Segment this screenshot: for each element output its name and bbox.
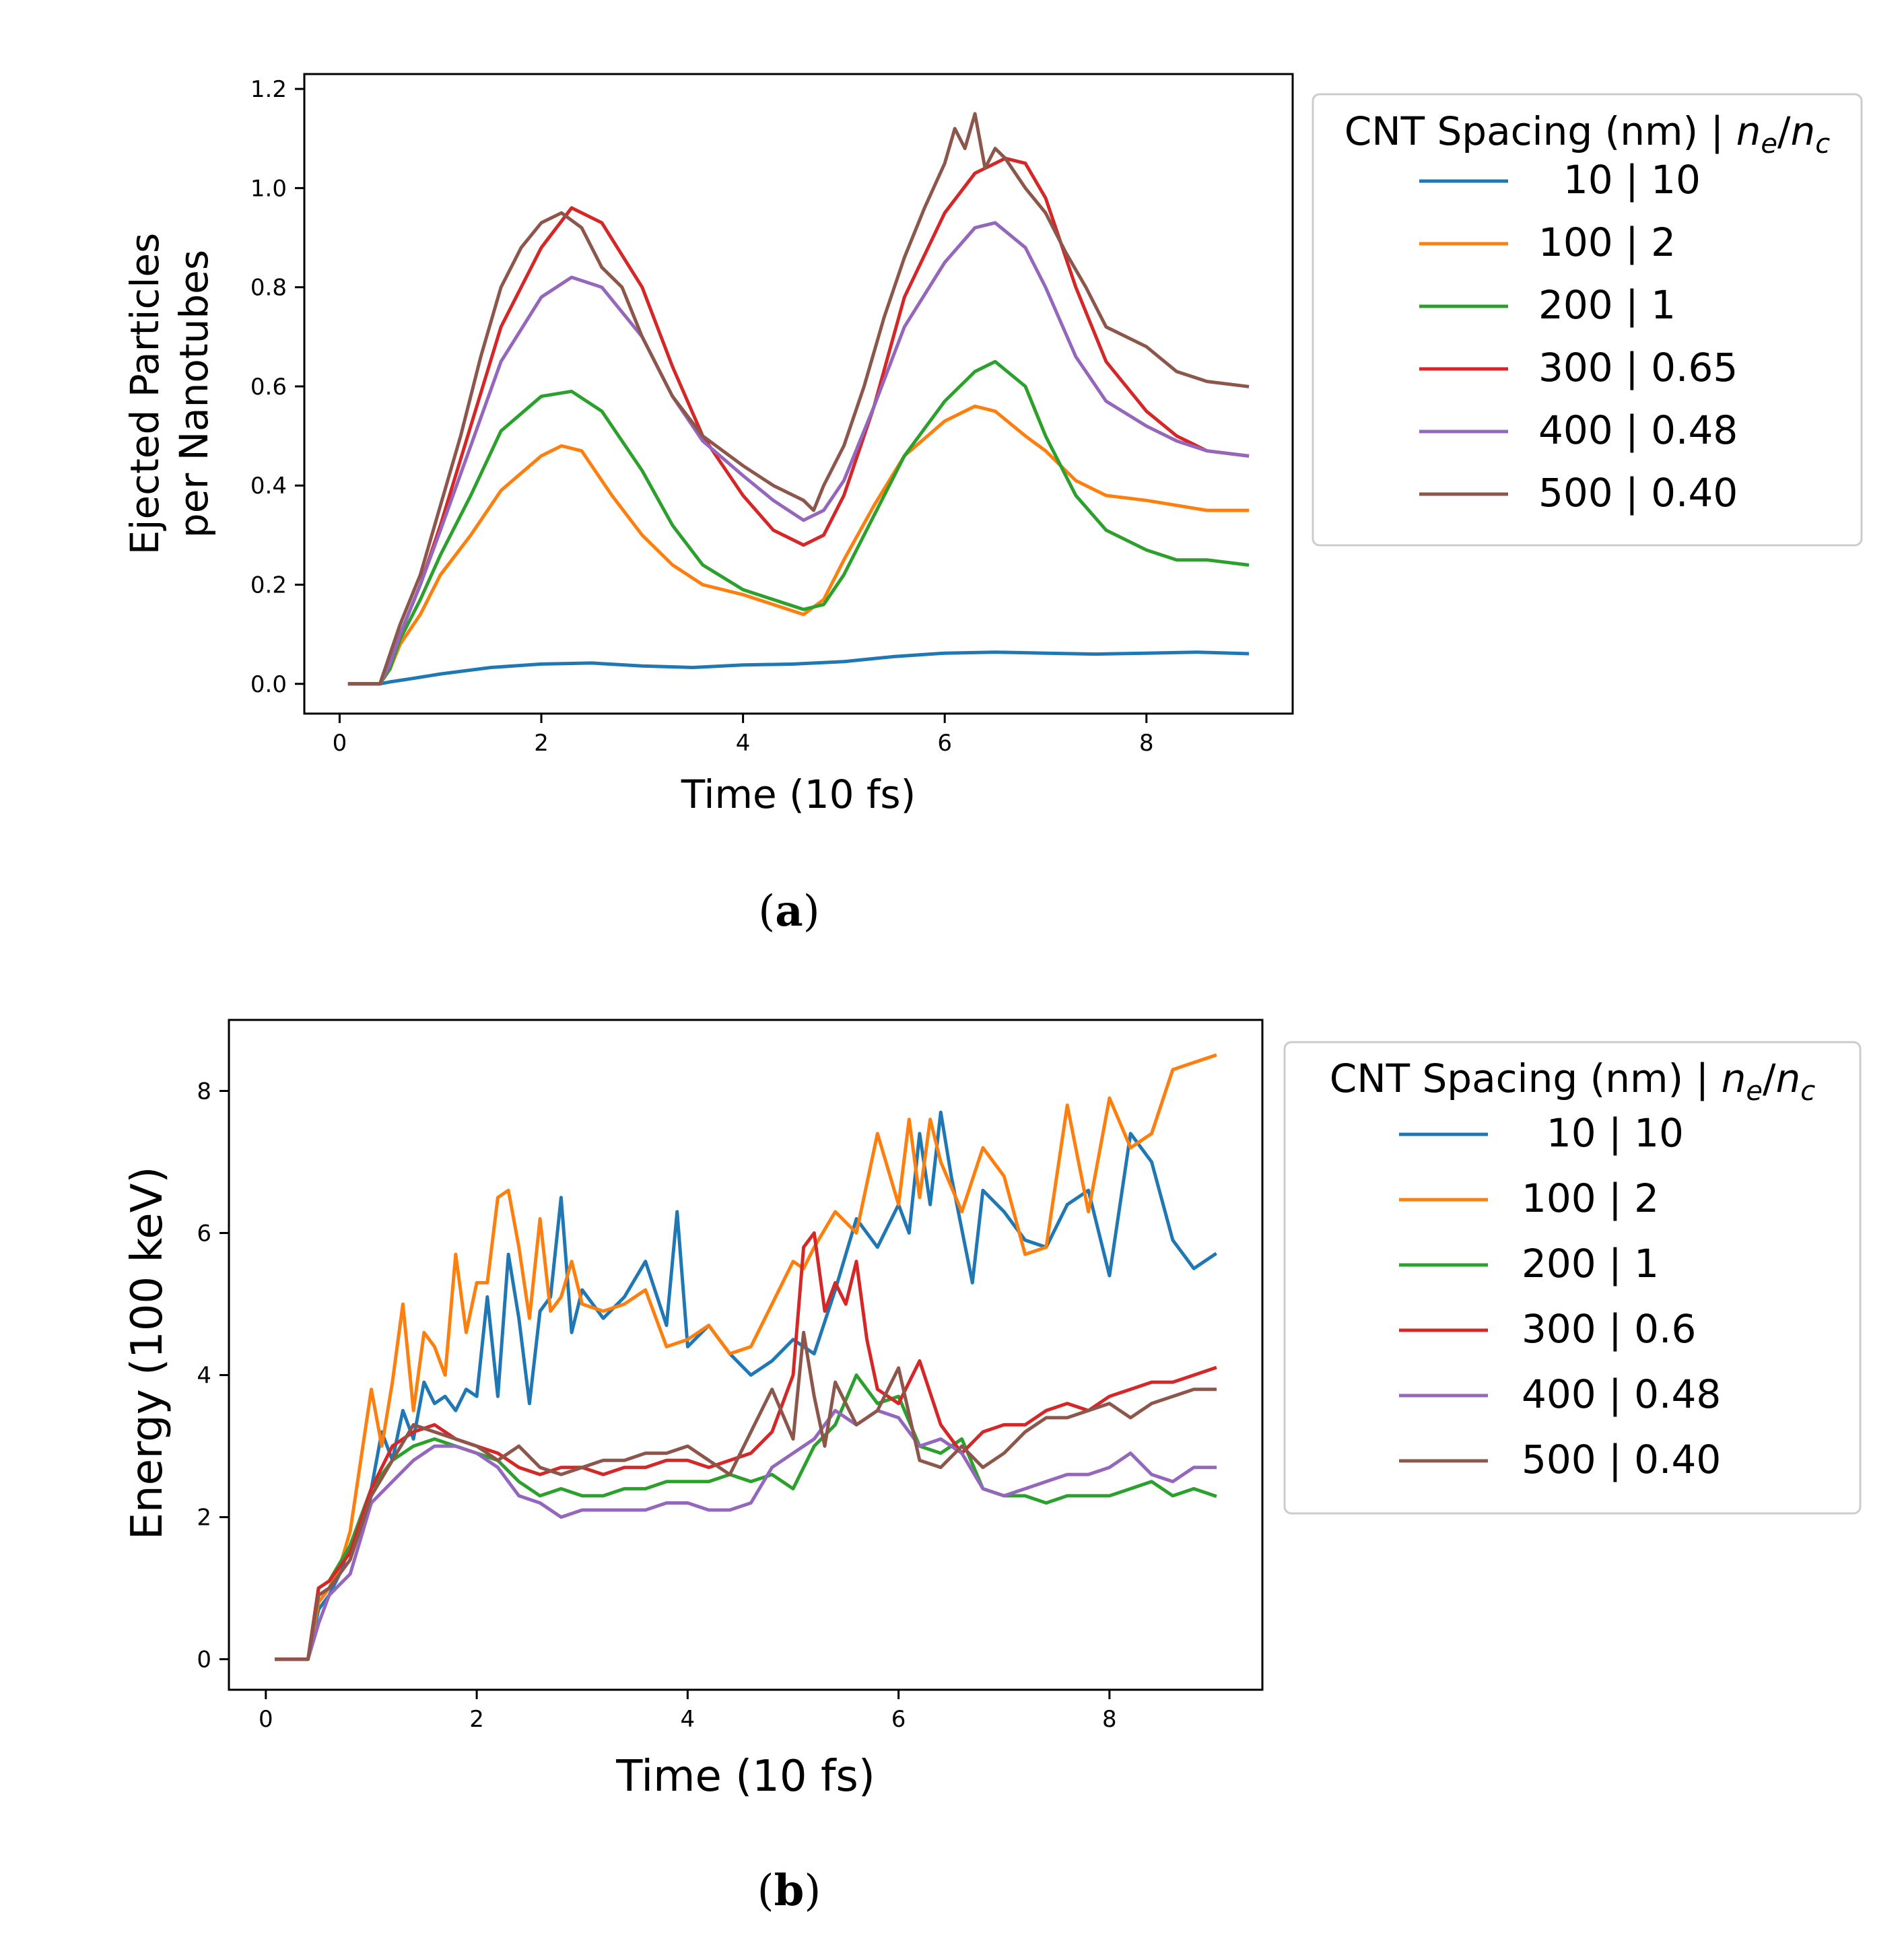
legend-label-3: 200 | 1 bbox=[1522, 1241, 1659, 1287]
x-tick-label: 8 bbox=[1102, 1706, 1117, 1733]
legend-title-s1: e bbox=[1761, 129, 1777, 160]
x-tick-label: 0 bbox=[333, 730, 347, 757]
legend-title-s2: c bbox=[1800, 1076, 1815, 1107]
y-tick-label: 2 bbox=[197, 1505, 211, 1532]
legend-title-text: CNT Spacing (nm) | bbox=[1345, 108, 1736, 154]
series-line-100-2 bbox=[347, 404, 1250, 686]
panel-a: 0 2 4 6 8 0.0 0.2 0.4 0.6 0.8 1.0 1.2 Time (10 fs) Ej… bbox=[122, 73, 1863, 936]
legend-label-2: 100 | 2 bbox=[1538, 219, 1676, 265]
plot-frame bbox=[228, 1019, 1264, 1691]
y-tick-label: 1.2 bbox=[250, 76, 287, 103]
x-tick-label: 4 bbox=[681, 1706, 695, 1733]
legend-title-text: CNT Spacing (nm) | bbox=[1330, 1056, 1722, 1101]
x-tick-label: 8 bbox=[1139, 730, 1154, 757]
legend-title-n1: n bbox=[1736, 108, 1761, 154]
series-line-500-0-40 bbox=[275, 1330, 1217, 1661]
panel-b: 0 2 4 6 8 0 2 4 6 8 Time (10 fs) Energy (100 keV) CN… bbox=[123, 1019, 1862, 1916]
legend-label-3: 200 | 1 bbox=[1538, 282, 1676, 328]
y-axis-label: Energy (100 keV) bbox=[123, 1167, 172, 1540]
panel-caption: (a) bbox=[758, 886, 819, 936]
x-axis-label: Time (10 fs) bbox=[681, 771, 916, 817]
x-axis-label: Time (10 fs) bbox=[615, 1752, 875, 1802]
series-line-300-0-6 bbox=[275, 1231, 1217, 1661]
plot-lines bbox=[275, 1053, 1217, 1661]
legend-title-n2: n bbox=[1776, 1056, 1801, 1101]
series-line-10-10 bbox=[347, 650, 1250, 686]
legend-label-6: 500 | 0.40 bbox=[1522, 1437, 1721, 1482]
series-line-300-0-65 bbox=[347, 156, 1250, 686]
legend-title-slash: / bbox=[1777, 108, 1791, 154]
y-tick-label: 4 bbox=[197, 1363, 211, 1390]
y-tick-label: 1.0 bbox=[250, 175, 287, 202]
legend-title-n1: n bbox=[1722, 1056, 1746, 1101]
y-tick-label: 0.0 bbox=[250, 671, 287, 698]
x-tick-label: 6 bbox=[891, 1706, 906, 1733]
y-tick-label: 0 bbox=[197, 1647, 211, 1674]
y-axis-label-line2: per Nanotubes bbox=[171, 250, 217, 538]
legend-title-s2: c bbox=[1815, 129, 1830, 160]
legend-title: CNT Spacing (nm) | ne/nc bbox=[1345, 108, 1831, 160]
y-tick-label: 0.6 bbox=[250, 374, 287, 401]
legend-label-5: 400 | 0.48 bbox=[1538, 407, 1738, 453]
legend-label-6: 500 | 0.40 bbox=[1538, 470, 1738, 516]
legend-title-s1: e bbox=[1746, 1076, 1763, 1107]
y-tick-label: 6 bbox=[197, 1221, 211, 1247]
plot-lines bbox=[347, 112, 1250, 686]
legend-label-2: 100 | 2 bbox=[1522, 1175, 1659, 1221]
x-tick-label: 2 bbox=[469, 1706, 484, 1733]
legend-label-1: 10 | 10 bbox=[1538, 157, 1701, 203]
x-tick-label: 4 bbox=[736, 730, 751, 757]
x-tick-label: 0 bbox=[259, 1706, 273, 1733]
legend-label-4: 300 | 0.65 bbox=[1538, 345, 1738, 390]
plot-frame bbox=[303, 73, 1294, 715]
legend-title-slash: / bbox=[1763, 1056, 1776, 1101]
y-axis-label-line1: Ejected Particles bbox=[122, 233, 168, 555]
x-tick-label: 2 bbox=[534, 730, 549, 757]
series-line-200-1 bbox=[347, 359, 1250, 686]
legend-label-4: 300 | 0.6 bbox=[1522, 1306, 1696, 1352]
series-line-500-0-40 bbox=[347, 112, 1250, 686]
legend-label-1: 10 | 10 bbox=[1522, 1110, 1684, 1156]
series-line-100-2 bbox=[275, 1053, 1217, 1661]
panel-caption: (b) bbox=[757, 1865, 821, 1916]
y-tick-label: 0.2 bbox=[250, 572, 287, 599]
x-tick-label: 6 bbox=[937, 730, 952, 757]
y-tick-label: 8 bbox=[197, 1078, 211, 1105]
series-line-400-0-48 bbox=[347, 221, 1250, 686]
series-line-400-0-48 bbox=[275, 1408, 1217, 1661]
series-line-10-10 bbox=[275, 1110, 1217, 1661]
y-tick-label: 0.8 bbox=[250, 275, 287, 302]
series-line-200-1 bbox=[275, 1373, 1217, 1661]
legend-title: CNT Spacing (nm) | ne/nc bbox=[1330, 1056, 1816, 1107]
legend-label-5: 400 | 0.48 bbox=[1522, 1371, 1721, 1417]
legend-title-n2: n bbox=[1791, 108, 1816, 154]
y-tick-label: 0.4 bbox=[250, 473, 287, 500]
